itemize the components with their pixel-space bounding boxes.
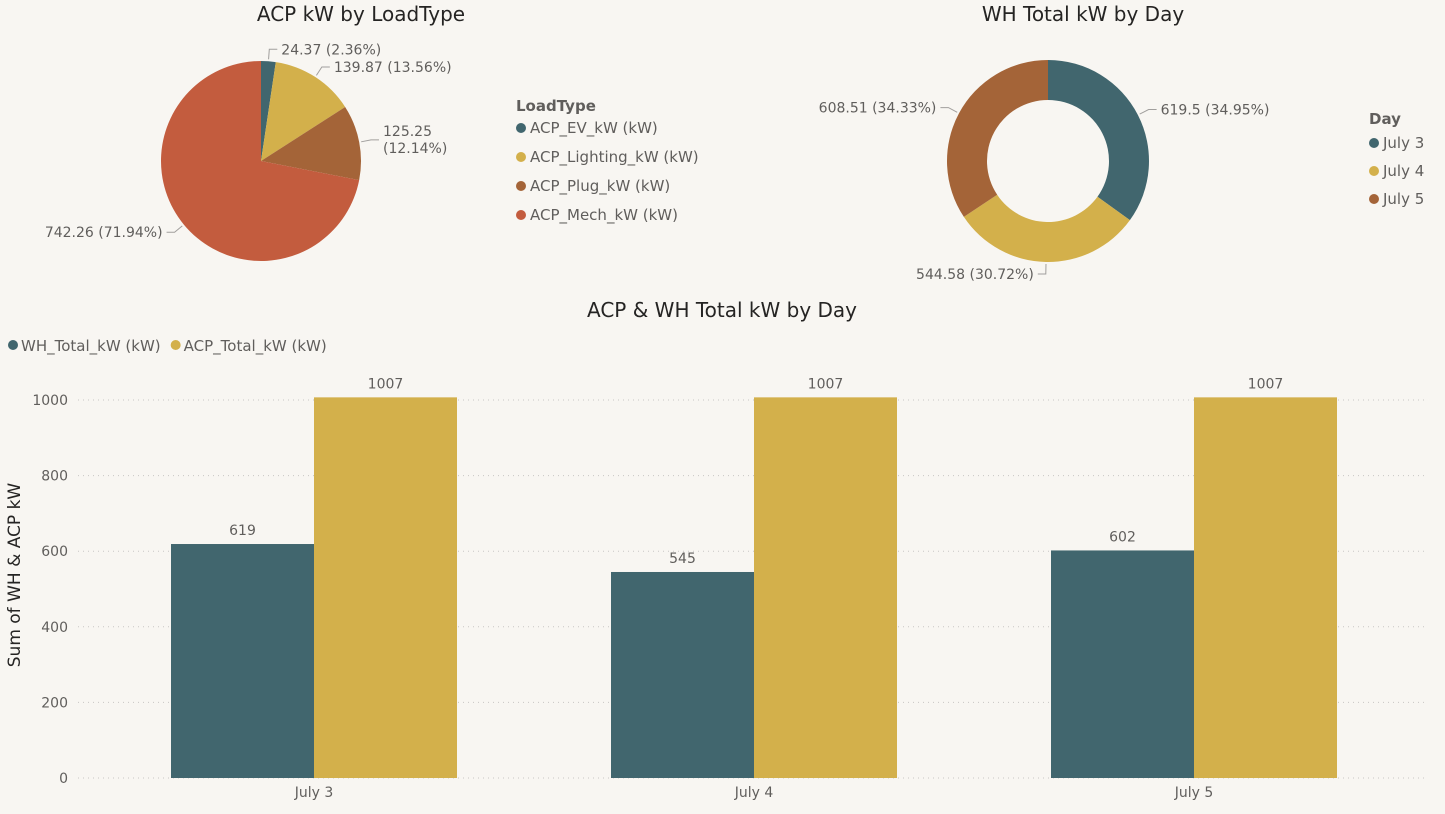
bar-y-tick-5: 1000 <box>32 393 68 409</box>
bar-legend-label-1: ACP_Total_kW (kW) <box>184 337 327 356</box>
donut-slice-1[interactable] <box>963 194 1130 262</box>
bar-1-1[interactable] <box>754 397 897 778</box>
bar-legend-item-0[interactable]: WH_Total_kW (kW) <box>8 337 161 356</box>
pie-leader-line-0 <box>268 48 278 60</box>
bar-y-tick-2: 400 <box>41 620 68 636</box>
donut-slice-0[interactable] <box>1048 60 1149 221</box>
pie-data-label-2: 125.25 (12.14%) <box>383 124 447 157</box>
bar-x-tick-2: July 5 <box>1174 785 1214 801</box>
donut-slice-2[interactable] <box>947 60 1048 217</box>
pie-legend-marker-0 <box>516 123 526 133</box>
donut-legend-title: Day <box>1369 110 1401 128</box>
pie-slice-3[interactable] <box>161 61 360 261</box>
pie-legend-marker-2 <box>516 181 526 191</box>
pie-legend-title: LoadType <box>516 97 596 115</box>
bar-data-label-0-1: 1007 <box>368 376 404 392</box>
bar-y-tick-3: 600 <box>41 544 68 560</box>
pie-legend-marker-1 <box>516 152 526 162</box>
bar-data-label-2-1: 1007 <box>1248 376 1284 392</box>
pie-data-label-1: 139.87 (13.56%) <box>334 60 452 76</box>
bar-y-tick-4: 800 <box>41 469 68 485</box>
bar-data-label-1-1: 1007 <box>808 376 844 392</box>
bar-legend-label-0: WH_Total_kW (kW) <box>21 337 161 356</box>
donut-data-label-0: 619.5 (34.95%) <box>1161 103 1270 119</box>
pie-slice-2[interactable] <box>261 106 361 181</box>
pie-legend-item-1[interactable]: ACP_Lighting_kW (kW) <box>516 148 699 167</box>
pie-slice-1[interactable] <box>261 62 346 162</box>
bar-2-0[interactable] <box>1051 550 1194 778</box>
donut-legend-marker-2 <box>1369 194 1379 204</box>
bar-y-tick-0: 0 <box>59 771 68 787</box>
pie-slice-0[interactable] <box>261 61 276 161</box>
pie-leader-line-1 <box>315 66 330 76</box>
donut-leader-line-2 <box>940 107 958 113</box>
pie-legend-label-1: ACP_Lighting_kW (kW) <box>530 148 699 167</box>
bar-chart-totals[interactable]: ACP & WH Total kW by Day WH_Total_kW (kW… <box>5 298 1425 801</box>
bar-data-label-0-0: 619 <box>229 523 256 539</box>
pie-legend-item-3[interactable]: ACP_Mech_kW (kW) <box>516 206 678 225</box>
bar-1-0[interactable] <box>611 571 754 778</box>
bar-y-axis-label: Sum of WH & ACP kW <box>5 483 25 668</box>
donut-legend-label-2: July 5 <box>1382 190 1424 208</box>
bar-x-tick-0: July 3 <box>294 785 334 801</box>
donut-chart-title: WH Total kW by Day <box>982 2 1184 26</box>
pie-legend-item-0[interactable]: ACP_EV_kW (kW) <box>516 119 658 138</box>
bar-0-0[interactable] <box>171 544 314 778</box>
donut-legend-item-0[interactable]: July 3 <box>1369 134 1424 152</box>
donut-legend-marker-0 <box>1369 138 1379 148</box>
bar-x-tick-1: July 4 <box>734 785 774 801</box>
donut-legend-item-1[interactable]: July 4 <box>1369 162 1424 180</box>
donut-legend-label-1: July 4 <box>1382 162 1424 180</box>
donut-data-label-2: 608.51 (34.33%) <box>819 101 937 117</box>
pie-data-label-3: 742.26 (71.94%) <box>45 225 163 241</box>
bar-chart-title: ACP & WH Total kW by Day <box>587 298 857 322</box>
pie-legend[interactable]: LoadType ACP_EV_kW (kW) ACP_Lighting_kW (… <box>516 97 699 225</box>
donut-data-label-1: 544.58 (30.72%) <box>916 267 1034 283</box>
donut-leader-line-1 <box>1037 263 1047 275</box>
bar-2-1[interactable] <box>1194 397 1337 778</box>
donut-legend-item-2[interactable]: July 5 <box>1369 190 1424 208</box>
bar-legend-marker-1 <box>170 340 181 350</box>
bar-0-1[interactable] <box>314 397 457 778</box>
bar-legend-marker-0 <box>8 340 18 350</box>
pie-legend-label-0: ACP_EV_kW (kW) <box>530 119 658 138</box>
pie-leader-line-3 <box>166 225 183 233</box>
pie-legend-label-2: ACP_Plug_kW (kW) <box>530 177 670 196</box>
pie-chart-loadtype[interactable]: ACP kW by LoadType 24.37 (2.36%) 139.87 (… <box>45 2 465 261</box>
bar-data-label-2-0: 602 <box>1109 529 1136 545</box>
bar-legend-item-1[interactable]: ACP_Total_kW (kW) <box>170 337 327 356</box>
donut-legend[interactable]: Day July 3 July 4 July 5 <box>1369 110 1424 208</box>
pie-data-label-0: 24.37 (2.36%) <box>281 42 381 58</box>
pie-legend-label-3: ACP_Mech_kW (kW) <box>530 206 678 225</box>
bar-legend[interactable]: WH_Total_kW (kW) ACP_Total_kW (kW) <box>8 337 327 356</box>
pie-chart-title: ACP kW by LoadType <box>257 2 465 26</box>
pie-leader-line-2 <box>361 139 380 143</box>
donut-chart-day[interactable]: WH Total kW by Day 619.5 (34.95%) 544.58 … <box>819 2 1270 283</box>
donut-leader-line-0 <box>1139 109 1157 115</box>
pie-legend-marker-3 <box>516 210 526 220</box>
bar-y-tick-1: 200 <box>41 695 68 711</box>
donut-legend-marker-1 <box>1369 166 1379 176</box>
pie-legend-item-2[interactable]: ACP_Plug_kW (kW) <box>516 177 670 196</box>
donut-legend-label-0: July 3 <box>1382 134 1424 152</box>
bar-data-label-1-0: 545 <box>669 551 696 567</box>
